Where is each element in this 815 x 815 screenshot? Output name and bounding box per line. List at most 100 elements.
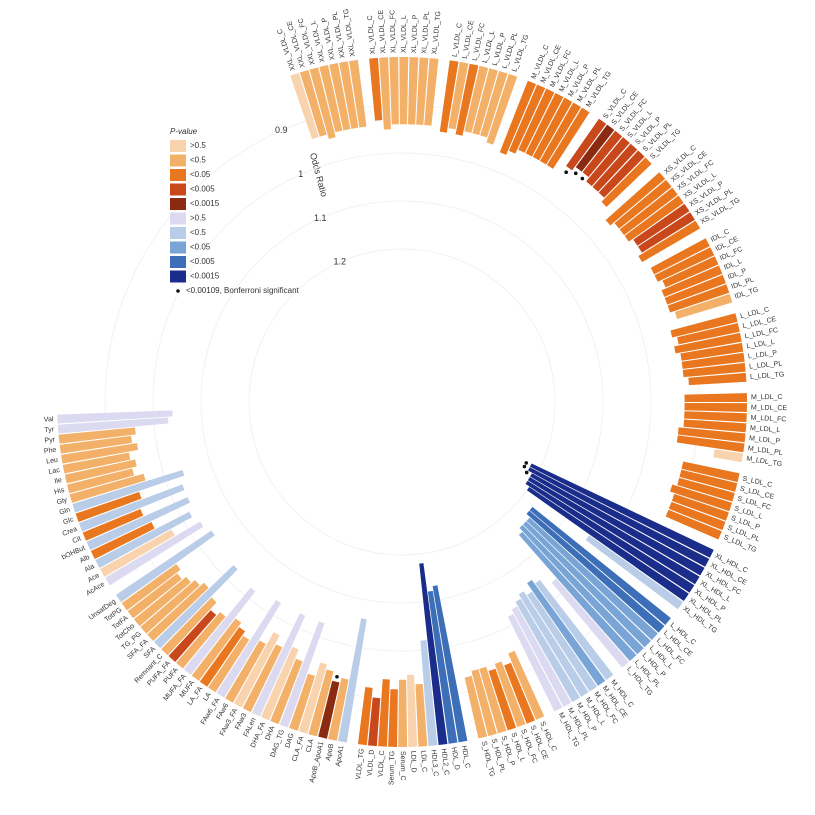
bar [398,679,408,747]
category-label: VLDL_C [378,750,386,777]
significance-dot [573,171,578,176]
bar [415,683,428,747]
bar [337,618,367,743]
bar [507,613,563,712]
bar [388,689,398,747]
bar [299,69,327,137]
bar [494,661,526,728]
legend-swatch [170,256,186,268]
bar [183,587,256,675]
bar [619,187,678,236]
bar [582,130,623,177]
bar [667,284,730,313]
category-label: Alb [79,554,91,565]
bar [329,63,351,131]
bar [121,563,181,611]
category-label: Serum_C [399,751,406,781]
category-label: M_LDL_TG [746,455,783,468]
bar [511,606,572,707]
legend-title: P-value [170,127,198,136]
category-label: M_LDL_C [751,394,783,401]
category-label: XL_VLDL_C [367,15,377,54]
bar [614,179,672,229]
bar [59,435,133,454]
bar [480,70,508,138]
bar [633,203,690,246]
bar [529,506,671,626]
bar [598,150,645,198]
category-label: DAG [284,732,295,749]
category-label: Cit [72,535,83,545]
significance-dot [524,461,529,465]
bar [72,469,185,513]
bar [518,88,555,153]
bar [62,452,131,474]
category-label: M_LDL_P [749,435,781,445]
legend-swatch [170,241,186,254]
bar [527,579,606,686]
bar [90,522,155,560]
legend-label: >0.5 [190,141,206,150]
bar [529,463,714,558]
category-label: VLDL_TG [355,748,366,780]
bar [681,461,740,483]
bar [416,57,429,126]
bar [225,640,266,703]
bar [75,491,142,523]
bar [127,573,182,619]
bar [448,61,469,130]
bar [527,477,700,585]
category-label: HDL2_C [440,748,450,776]
bar [679,469,738,492]
y-tick-label: 1.2 [334,257,347,267]
bar [668,501,726,531]
bar [199,627,246,687]
bar [654,247,715,282]
bar [479,666,507,734]
category-label: M_LDL_PL [747,445,783,457]
bar [133,576,191,627]
bar [420,640,438,746]
category-label: L_LDL_TG [750,371,785,380]
bar [486,73,518,145]
category-label: HDL_D [450,747,460,771]
bar [592,143,638,192]
y-tick-label: 1 [298,169,303,179]
bar [242,644,283,713]
bar [499,80,537,155]
bar [523,521,651,648]
bar [601,157,652,207]
bar [407,674,418,747]
category-label: Val [44,416,54,423]
bar [58,427,136,444]
bar [683,419,747,433]
significance-dot [580,176,585,181]
bar [95,511,193,568]
bar [61,443,139,464]
category-label: Pyr [44,436,56,444]
grid-ring [152,152,652,652]
bar [419,563,448,746]
bar [78,484,185,532]
category-label: Lac [48,467,61,476]
bar [309,67,336,139]
bar [526,487,689,602]
bar [233,632,280,708]
bar [674,293,733,319]
bar [662,256,719,288]
bar [86,497,191,550]
bar [585,535,684,610]
bar [519,524,644,655]
bar [682,362,746,378]
category-label: LDL_C [419,750,427,772]
category-label: L_LDL_L [746,339,775,350]
bar [526,510,665,633]
bar [684,393,747,402]
legend-swatch [170,270,186,283]
legend-label: <0.5 [190,228,206,237]
bar [191,618,242,681]
legend-swatch [170,212,186,225]
bar [527,467,710,567]
category-label: AcAce [85,581,106,598]
category-label: ApoA1 [335,745,346,767]
